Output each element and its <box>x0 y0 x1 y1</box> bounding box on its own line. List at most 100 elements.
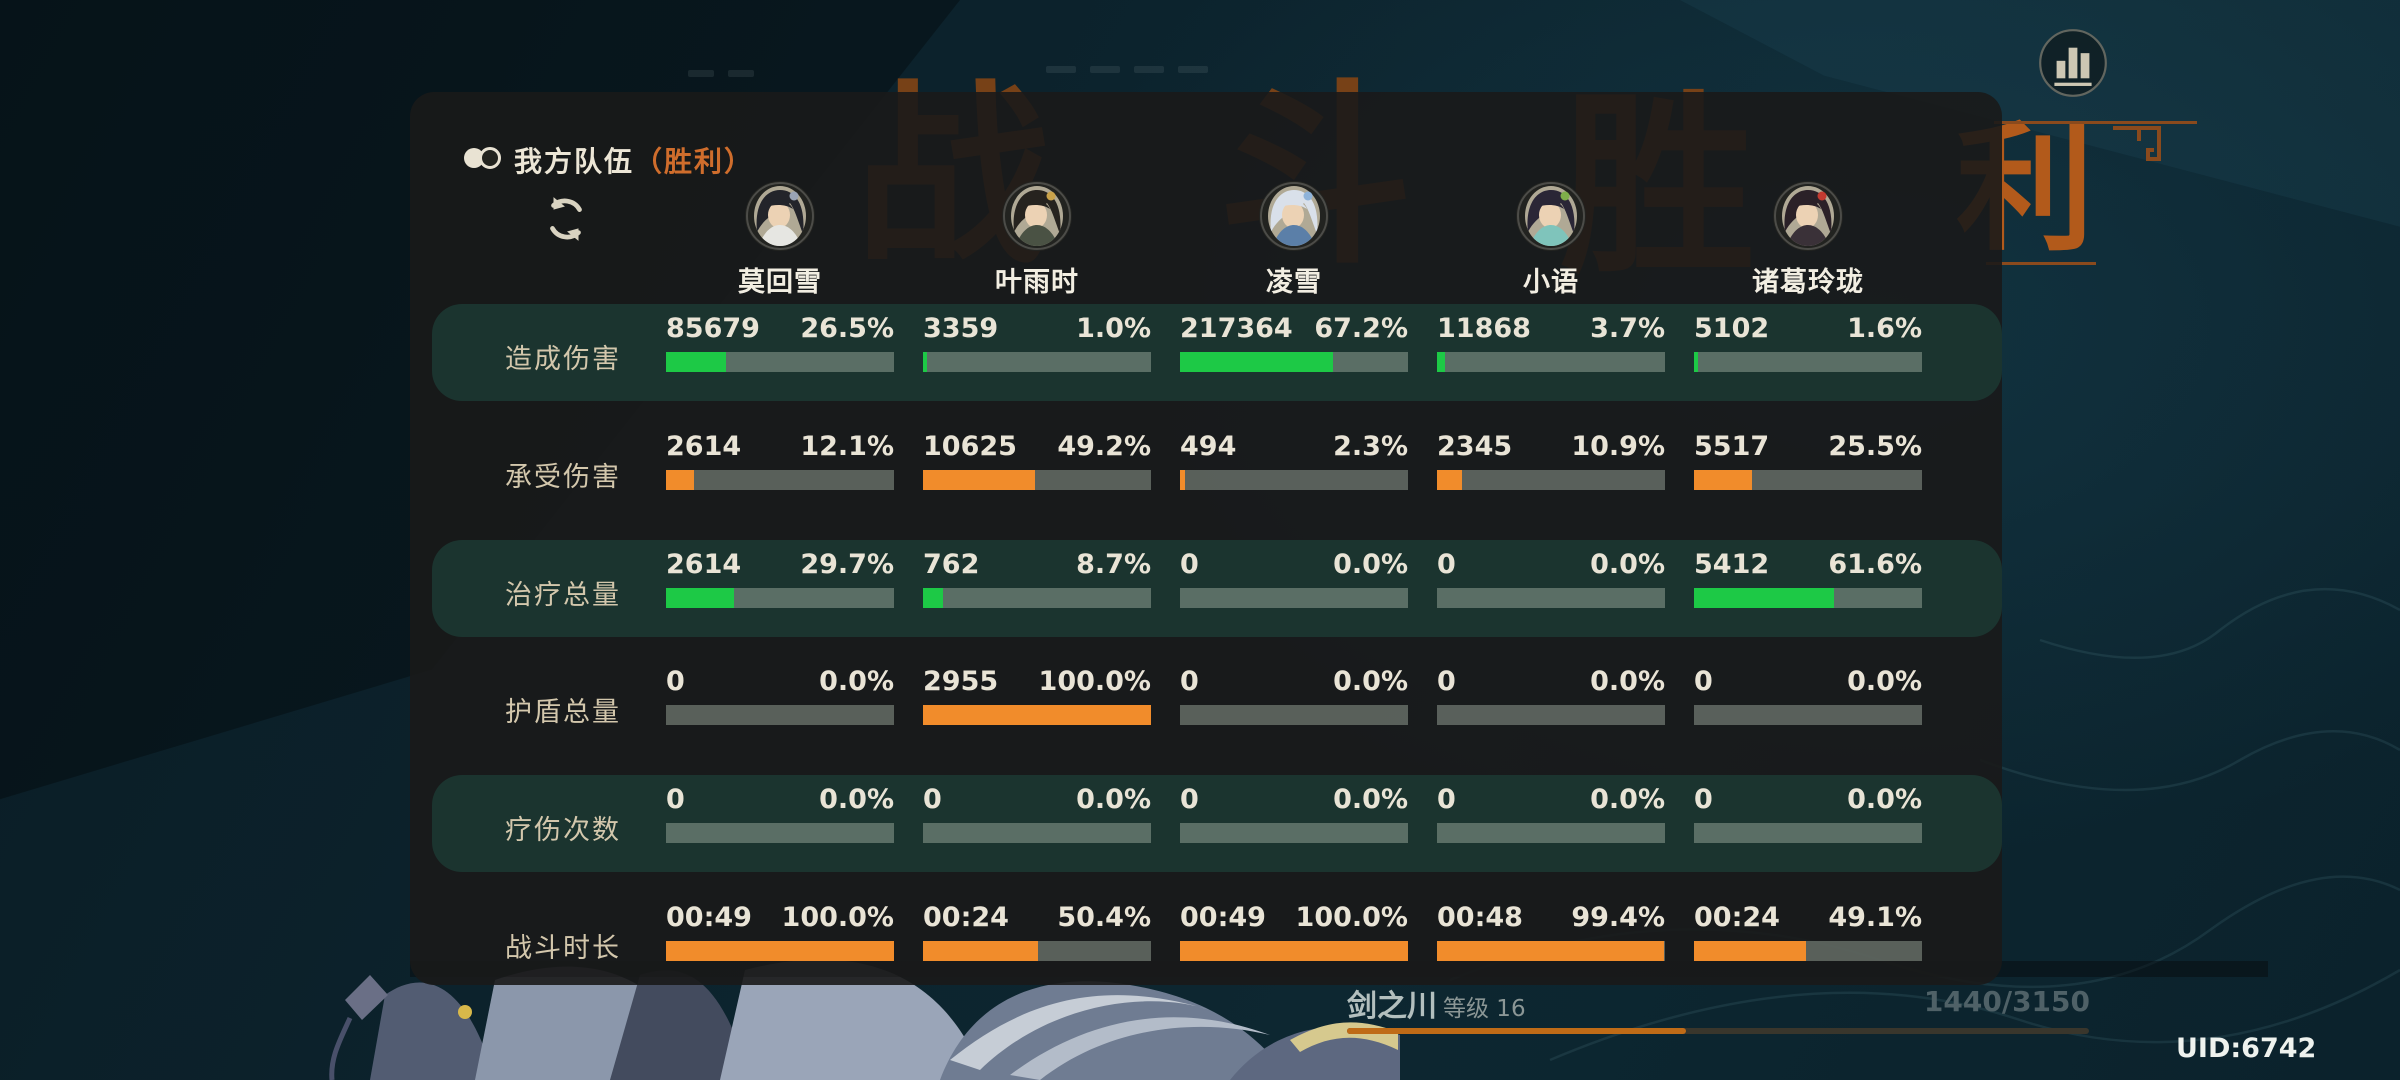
stat-bar-fill <box>1180 470 1186 490</box>
stat-bar-fill <box>923 470 1036 490</box>
character-avatar[interactable] <box>1772 180 1844 252</box>
character-column: 小语 <box>1441 180 1661 299</box>
stat-value: 5412 <box>1694 549 1770 580</box>
stat-bar-track <box>1180 588 1408 608</box>
stat-bar-track <box>923 588 1151 608</box>
stat-row-label: 承受伤害 <box>505 462 621 493</box>
stat-percent: 0.0% <box>1333 549 1408 580</box>
character-avatar[interactable] <box>1515 180 1587 252</box>
stat-bar-track <box>666 352 894 372</box>
character-artwork <box>329 959 1400 1080</box>
character-column: 诸葛玲珑 <box>1698 180 1918 299</box>
stat-value: 00:49 <box>1180 902 1266 933</box>
stat-percent: 100.0% <box>1038 666 1151 697</box>
stat-percent: 50.4% <box>1057 902 1151 933</box>
stat-bar-fill <box>1437 470 1462 490</box>
stat-percent: 10.9% <box>1571 431 1665 462</box>
team-toggle[interactable] <box>462 144 506 172</box>
stat-bar-track <box>923 470 1151 490</box>
stat-percent: 49.2% <box>1057 431 1151 462</box>
zone-name: 剑之川 <box>1347 989 1437 1024</box>
stat-bar-fill <box>666 470 694 490</box>
stat-percent: 0.0% <box>1590 784 1665 815</box>
row-highlight-band <box>432 775 2002 872</box>
stat-value: 0 <box>1437 549 1456 580</box>
stat-percent: 0.0% <box>1847 666 1922 697</box>
character-portrait-icon <box>1516 181 1586 251</box>
stat-row: 造成伤害 85679 26.5% 3359 1.0% 217364 67.2% 11868 3.… <box>410 304 2002 417</box>
stat-row-label: 治疗总量 <box>505 580 621 611</box>
stat-bar-fill <box>1694 588 1835 608</box>
background-dash <box>1046 66 1076 73</box>
stat-value: 10625 <box>923 431 1017 462</box>
character-column: 莫回雪 <box>670 180 890 299</box>
result-label: （胜利） <box>634 145 755 178</box>
character-avatar[interactable] <box>1001 180 1073 252</box>
uid-label: UID:6742 <box>2176 1033 2317 1064</box>
stat-bar-track <box>666 823 894 843</box>
stat-percent: 99.4% <box>1571 902 1665 933</box>
stat-bar-track <box>1694 823 1922 843</box>
stat-percent: 0.0% <box>819 666 894 697</box>
refresh-icon <box>550 197 582 241</box>
stat-bar-fill <box>923 705 1151 725</box>
decor-line-bottom <box>1986 262 2096 265</box>
stat-percent: 25.5% <box>1828 431 1922 462</box>
stat-bar-track <box>1437 941 1665 961</box>
stat-bar-track <box>1437 588 1665 608</box>
character-column: 凌雪 <box>1184 180 1404 299</box>
stat-bar-track <box>923 352 1151 372</box>
stat-value: 11868 <box>1437 313 1531 344</box>
stat-value: 0 <box>923 784 942 815</box>
stat-bar-track <box>923 705 1151 725</box>
switch-team-button[interactable] <box>541 194 591 244</box>
stat-bar-track <box>1694 352 1922 372</box>
stat-percent: 0.0% <box>1333 784 1408 815</box>
stat-percent: 67.2% <box>1314 313 1408 344</box>
character-portrait-icon <box>1002 181 1072 251</box>
character-name: 凌雪 <box>1266 267 1322 298</box>
stat-row-label: 疗伤次数 <box>505 815 621 846</box>
team-stats-panel: 我方队伍（胜利） 莫回雪 叶雨时 凌雪 小语 诸葛玲珑 造成伤害 85679 26.5% 33… <box>410 92 2002 985</box>
stat-percent: 49.1% <box>1828 902 1922 933</box>
stat-value: 00:48 <box>1437 902 1523 933</box>
stat-percent: 2.3% <box>1333 431 1408 462</box>
stat-bar-fill <box>923 588 943 608</box>
stat-bar-fill <box>1437 352 1446 372</box>
character-name: 莫回雪 <box>738 267 822 298</box>
stat-bar-fill <box>923 352 927 372</box>
decor-corner-bracket <box>2113 126 2161 161</box>
stat-bar-track <box>1437 705 1665 725</box>
stat-bar-track <box>1694 941 1922 961</box>
character-portrait-icon <box>1773 181 1843 251</box>
stat-value: 5102 <box>1694 313 1770 344</box>
battle-stats-button[interactable] <box>2038 28 2108 98</box>
background-dash <box>728 70 754 77</box>
stat-value: 0 <box>1694 666 1713 697</box>
stat-percent: 100.0% <box>1295 902 1408 933</box>
toggle-icon <box>464 147 501 169</box>
stat-bar-track <box>923 823 1151 843</box>
stat-bar-track <box>666 705 894 725</box>
stat-bar-track <box>923 941 1151 961</box>
stat-row: 承受伤害 2614 12.1% 10625 49.2% 494 2.3% 2345 10.9% 5… <box>410 429 2002 535</box>
decor-line-top <box>1994 121 2197 124</box>
stat-percent: 0.0% <box>1590 549 1665 580</box>
character-avatar[interactable] <box>1258 180 1330 252</box>
stat-percent: 26.5% <box>800 313 894 344</box>
stat-percent: 8.7% <box>1076 549 1151 580</box>
stat-bar-track <box>1437 823 1665 843</box>
stat-bar-track <box>666 941 894 961</box>
stat-percent: 0.0% <box>1590 666 1665 697</box>
team-label: 我方队伍 <box>514 145 635 178</box>
stat-bar-fill <box>1694 470 1753 490</box>
character-name: 叶雨时 <box>995 267 1079 298</box>
stat-percent: 0.0% <box>1076 784 1151 815</box>
stat-bar-track <box>1180 352 1408 372</box>
stat-value: 0 <box>1180 784 1199 815</box>
stat-value: 85679 <box>666 313 760 344</box>
bar-chart-icon <box>2039 29 2107 97</box>
stat-value: 494 <box>1180 431 1237 462</box>
stat-row-label: 战斗时长 <box>505 933 621 964</box>
character-avatar[interactable] <box>744 180 816 252</box>
